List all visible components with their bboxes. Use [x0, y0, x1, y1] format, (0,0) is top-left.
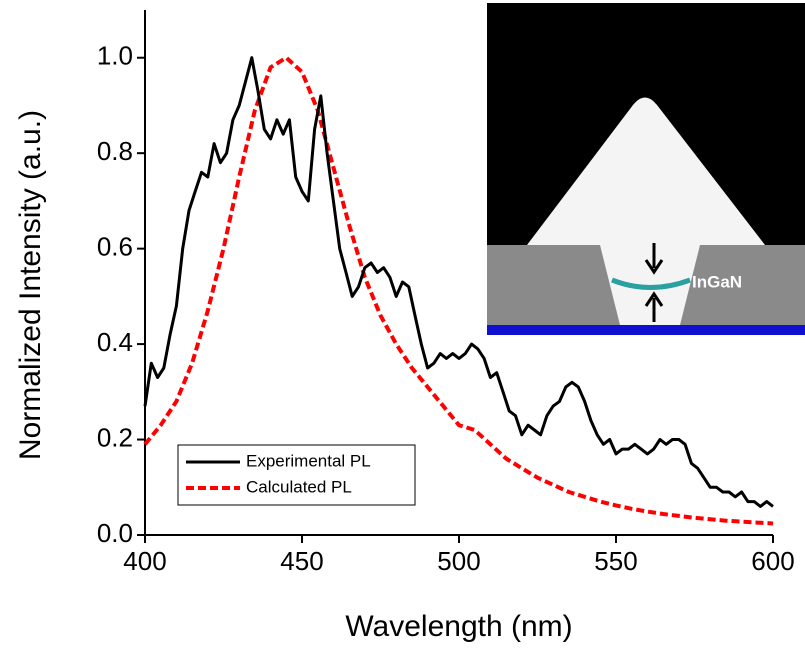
- inset-label: InGaN: [692, 272, 742, 291]
- y-axis-title: Normalized Intensity (a.u.): [14, 110, 47, 460]
- y-tick-label: 1.0: [97, 41, 133, 71]
- x-tick-label: 450: [280, 546, 323, 576]
- x-tick-label: 550: [594, 546, 637, 576]
- data-line: [143, 55, 774, 526]
- legend: Experimental PL Calculated PL: [177, 444, 416, 506]
- y-tick-label: 0.0: [97, 518, 133, 548]
- y-tick-label: 0.8: [97, 136, 133, 166]
- legend-label: Experimental PL: [246, 451, 371, 470]
- data-line: [143, 56, 774, 508]
- inset-pyramid: [527, 97, 765, 245]
- inset-arrow: [644, 291, 664, 322]
- y-tick-label: 0.4: [97, 327, 133, 357]
- legend-box: [177, 444, 416, 506]
- y-tick-label: 0.2: [97, 422, 133, 452]
- x-axis-title: Wavelength (nm): [345, 610, 572, 643]
- inset-quantum-well: [611, 277, 691, 290]
- inset-base-layer: [487, 325, 805, 335]
- y-tick-label: 0.6: [97, 232, 133, 262]
- x-tick-label: 500: [437, 546, 480, 576]
- x-tick-label: 600: [751, 546, 794, 576]
- inset-diagram: InGaN: [487, 3, 805, 335]
- x-tick-label: 400: [123, 546, 166, 576]
- legend-label: Calculated PL: [246, 477, 352, 496]
- inset-arrow: [644, 243, 664, 275]
